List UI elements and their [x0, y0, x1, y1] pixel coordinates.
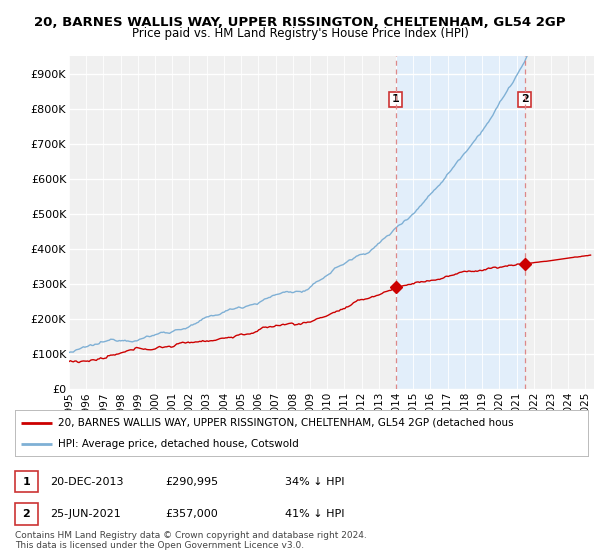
Text: £290,995: £290,995 — [165, 477, 218, 487]
Bar — [395, 56, 525, 389]
Text: 20, BARNES WALLIS WAY, UPPER RISSINGTON, CHELTENHAM, GL54 2GP (detached hous: 20, BARNES WALLIS WAY, UPPER RISSINGTON,… — [58, 418, 514, 428]
Text: 2: 2 — [23, 509, 30, 519]
Text: 20-DEC-2013: 20-DEC-2013 — [50, 477, 124, 487]
Text: 25-JUN-2021: 25-JUN-2021 — [50, 509, 121, 519]
Text: 1: 1 — [392, 94, 400, 104]
Text: 1: 1 — [23, 477, 30, 487]
Text: 2: 2 — [521, 94, 529, 104]
Text: £357,000: £357,000 — [165, 509, 218, 519]
Text: 34% ↓ HPI: 34% ↓ HPI — [285, 477, 344, 487]
Text: Contains HM Land Registry data © Crown copyright and database right 2024.
This d: Contains HM Land Registry data © Crown c… — [15, 530, 367, 550]
Text: HPI: Average price, detached house, Cotswold: HPI: Average price, detached house, Cots… — [58, 439, 299, 449]
Text: Price paid vs. HM Land Registry's House Price Index (HPI): Price paid vs. HM Land Registry's House … — [131, 27, 469, 40]
Text: 41% ↓ HPI: 41% ↓ HPI — [285, 509, 344, 519]
Text: 20, BARNES WALLIS WAY, UPPER RISSINGTON, CHELTENHAM, GL54 2GP: 20, BARNES WALLIS WAY, UPPER RISSINGTON,… — [34, 16, 566, 29]
